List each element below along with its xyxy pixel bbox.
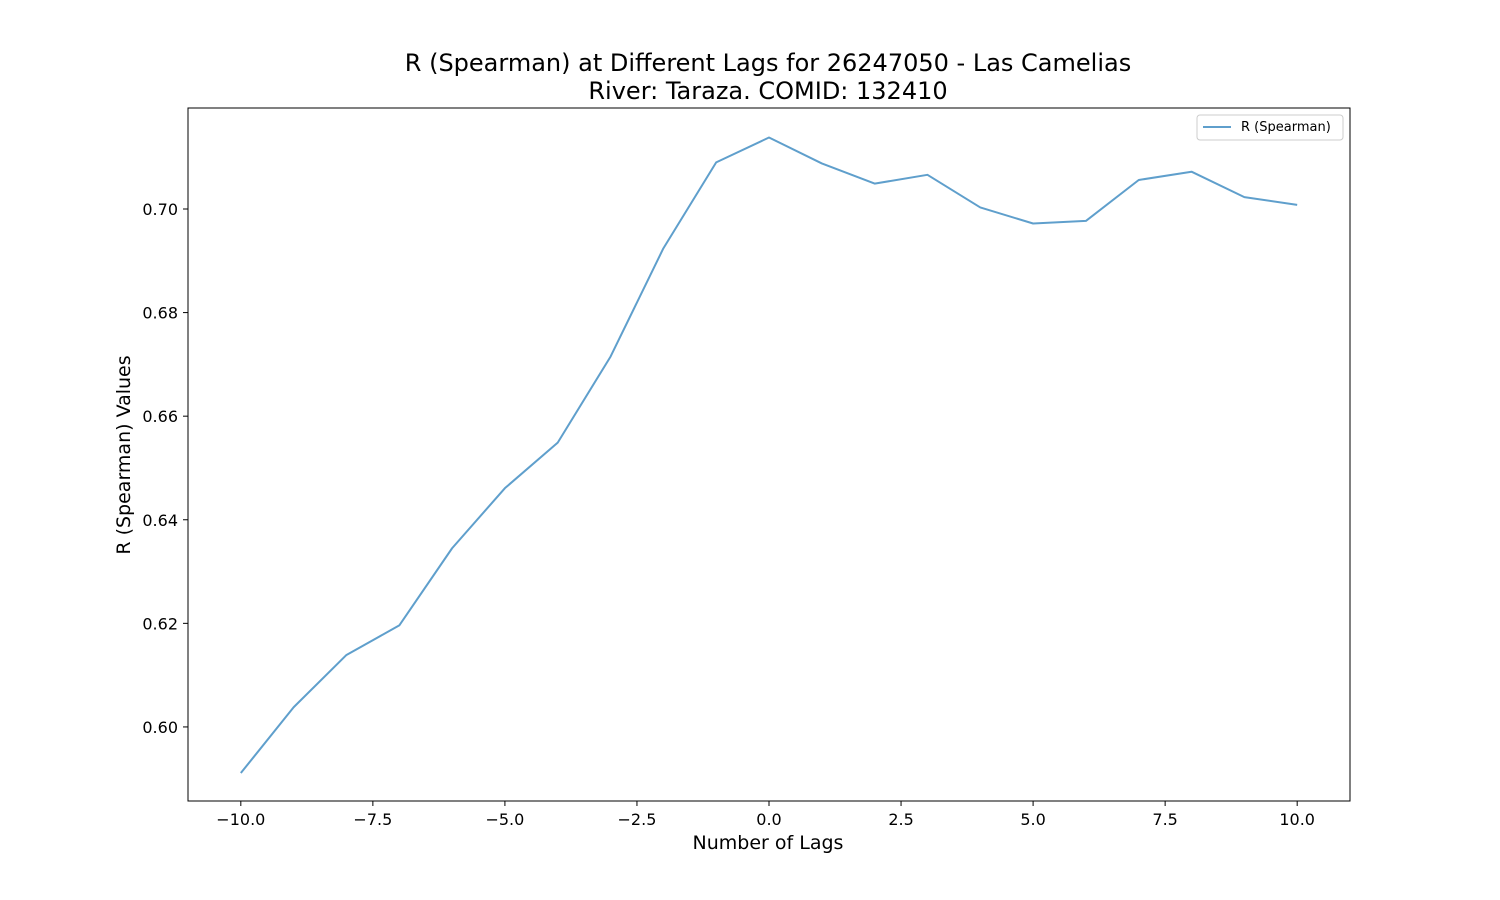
y-tick-label: 0.66 bbox=[142, 407, 178, 426]
legend: R (Spearman) bbox=[1196, 114, 1344, 141]
plot-area-frame bbox=[187, 107, 1351, 802]
chart-title-line2: River: Taraza. COMID: 132410 bbox=[588, 77, 947, 105]
y-tick-label: 0.70 bbox=[142, 200, 178, 219]
x-tick-label: 7.5 bbox=[1152, 810, 1177, 829]
y-axis-label: R (Spearman) Values bbox=[113, 355, 135, 554]
x-tick-label: 10.0 bbox=[1279, 810, 1315, 829]
y-tick-label: 0.62 bbox=[142, 614, 178, 633]
x-tick-label: −5.0 bbox=[485, 810, 524, 829]
y-axis-ticks: 0.60 0.62 0.64 0.66 0.68 0.70 bbox=[142, 200, 188, 737]
y-tick-label: 0.68 bbox=[142, 304, 178, 323]
x-axis-ticks: −10.0 −7.5 −5.0 −2.5 0.0 2.5 5.0 7.5 10.0 bbox=[216, 801, 1315, 829]
x-tick-label: −7.5 bbox=[353, 810, 392, 829]
legend-box bbox=[1196, 114, 1344, 141]
x-tick-label: −2.5 bbox=[618, 810, 657, 829]
chart-title-line1: R (Spearman) at Different Lags for 26247… bbox=[405, 49, 1131, 77]
y-tick-label: 0.60 bbox=[142, 718, 178, 737]
legend-label: R (Spearman) bbox=[1241, 120, 1331, 135]
x-tick-label: 5.0 bbox=[1020, 810, 1045, 829]
y-tick-label: 0.64 bbox=[142, 511, 178, 530]
x-axis-label: Number of Lags bbox=[693, 832, 844, 854]
series-line-r-spearman bbox=[240, 136, 1298, 774]
x-tick-label: 0.0 bbox=[756, 810, 781, 829]
x-tick-label: 2.5 bbox=[888, 810, 913, 829]
x-tick-label: −10.0 bbox=[216, 810, 265, 829]
series-lines bbox=[240, 136, 1298, 774]
